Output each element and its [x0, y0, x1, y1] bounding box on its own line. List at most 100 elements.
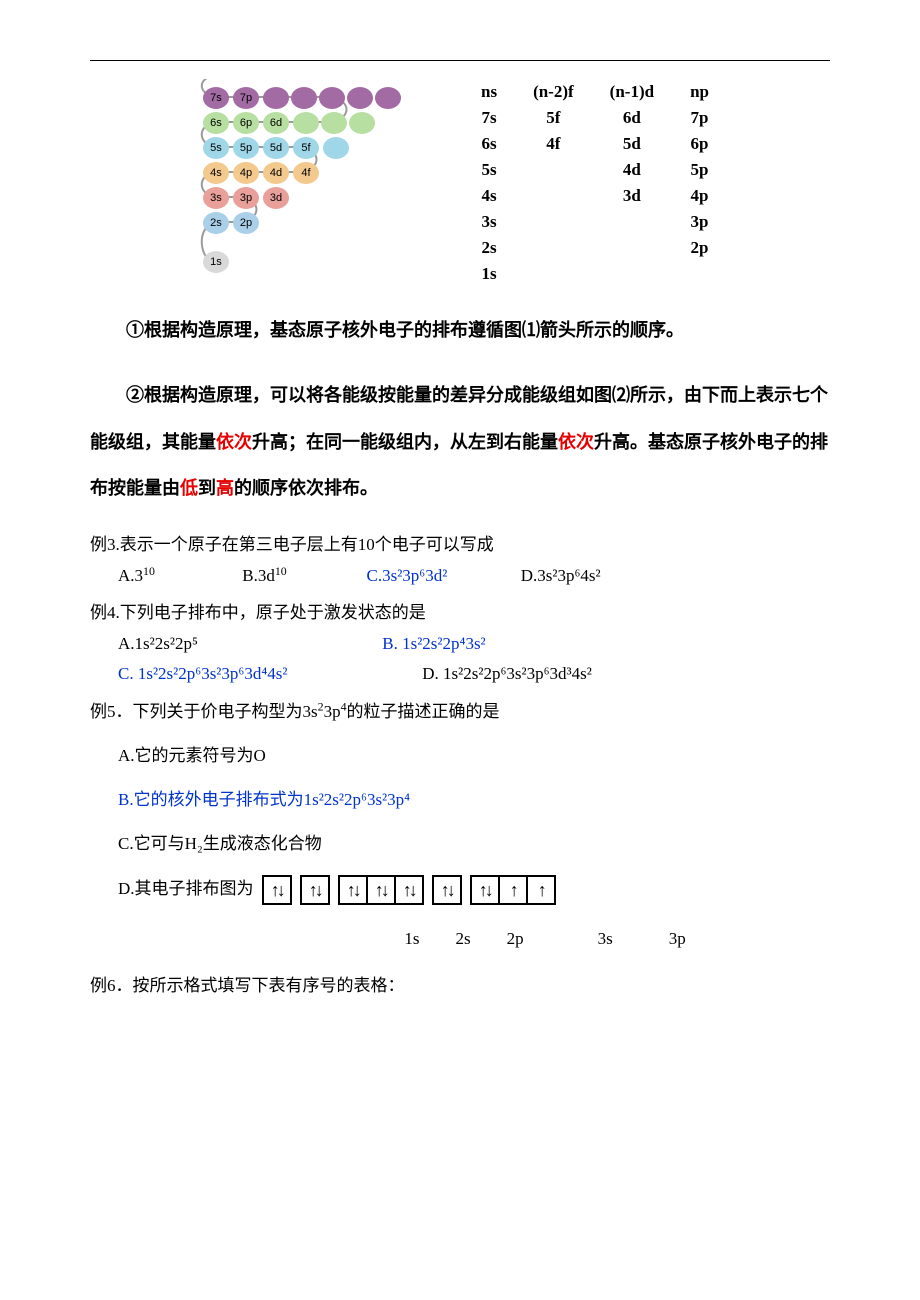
- orbital-1s: 1s: [203, 251, 229, 273]
- orbital-box: ↑: [526, 875, 556, 905]
- orbital-diagram: ↑↓↑↓↑↓↑↓↑↓↑↓↑↓↑↑: [262, 875, 556, 905]
- exercise-5: 例5．下列关于价电子构型为3s23p4的粒子描述正确的是 A.它的元素符号为O …: [90, 690, 830, 961]
- et-cell: 5f: [515, 105, 592, 131]
- ex3-opt-d: D. 3s²3p⁶4s²: [521, 561, 671, 592]
- orbital-blank: [291, 87, 317, 109]
- energy-level-table: ns(n-2)f(n-1)dnp 7s5f6d7p6s4f5d6p5s4d5p4…: [463, 79, 727, 287]
- orbital-labels: 1s 2s 2p 3s 3p: [90, 917, 830, 961]
- orbital-label-2s: 2s: [455, 917, 470, 961]
- orbital-box: ↑↓: [470, 875, 500, 905]
- orbital-blank: [347, 87, 373, 109]
- ex4-options: A.1s²2s²2p⁵ B. 1s²2s²2p⁴3s² C. 1s²2s²2p⁶…: [90, 629, 830, 690]
- orbital-5s: 5s: [203, 137, 229, 159]
- et-cell: [515, 183, 592, 209]
- et-cell: 4s: [463, 183, 515, 209]
- et-cell: 4d: [592, 157, 672, 183]
- orbital-blank: [349, 112, 375, 134]
- orbital-blank: [375, 87, 401, 109]
- orbital-3d: 3d: [263, 187, 289, 209]
- et-cell: [592, 209, 672, 235]
- orbital-blank: [323, 137, 349, 159]
- orbital-2p: 2p: [233, 212, 259, 234]
- et-header: (n-2)f: [515, 79, 592, 105]
- orbital-6d: 6d: [263, 112, 289, 134]
- et-cell: [515, 235, 592, 261]
- orbital-3p: 3p: [233, 187, 259, 209]
- et-header: ns: [463, 79, 515, 105]
- et-header: np: [672, 79, 727, 105]
- ex3-options: A.310 B.3d10 C.3s²3p⁶3d² D. 3s²3p⁶4s²: [90, 561, 830, 592]
- orbital-6p: 6p: [233, 112, 259, 134]
- orbital-label-1s: 1s: [404, 917, 419, 961]
- ex4-opt-b: B. 1s²2s²2p⁴3s²: [382, 629, 485, 660]
- ex3-opt-a: A.310: [118, 561, 238, 592]
- exercise-6: 例6．按所示格式填写下表有序号的表格：: [90, 971, 830, 1002]
- ex4-opt-c: C. 1s²2s²2p⁶3s²3p⁶3d⁴4s²: [118, 659, 418, 690]
- orbital-box: ↑↓: [338, 875, 368, 905]
- et-cell: 2s: [463, 235, 515, 261]
- et-cell: [515, 261, 592, 287]
- ex3-opt-b: B.3d10: [242, 561, 362, 592]
- document-page: 7s7p6s6p6d5s5p5d5f4s4p4d4f3s3p3d2s2p1s n…: [0, 0, 920, 1042]
- et-cell: 1s: [463, 261, 515, 287]
- ex5-opt-a: A.它的元素符号为O: [90, 734, 830, 778]
- et-cell: 4p: [672, 183, 727, 209]
- et-header: (n-1)d: [592, 79, 672, 105]
- et-cell: [592, 261, 672, 287]
- ex3-stem: 例3.表示一个原子在第三电子层上有10个电子可以写成: [90, 530, 830, 561]
- orbital-label-3p: 3p: [669, 917, 686, 961]
- orbital-5p: 5p: [233, 137, 259, 159]
- orbital-4d: 4d: [263, 162, 289, 184]
- et-cell: 2p: [672, 235, 727, 261]
- orbital-5d: 5d: [263, 137, 289, 159]
- orbital-4s: 4s: [203, 162, 229, 184]
- orbital-box: ↑↓: [300, 875, 330, 905]
- orbital-blank: [293, 112, 319, 134]
- orbital-blank: [319, 87, 345, 109]
- ex5-opt-d: D.其电子排布图为 ↑↓↑↓↑↓↑↓↑↓↑↓↑↓↑↑: [90, 867, 830, 911]
- et-cell: [515, 209, 592, 235]
- orbital-box: ↑↓: [366, 875, 396, 905]
- ex4-opt-d: D. 1s²2s²2p⁶3s²3p⁶3d³4s²: [422, 659, 592, 690]
- et-cell: 5s: [463, 157, 515, 183]
- et-cell: [672, 261, 727, 287]
- et-cell: 5d: [592, 131, 672, 157]
- et-cell: 3d: [592, 183, 672, 209]
- orbital-4p: 4p: [233, 162, 259, 184]
- paragraph-1: ①根据构造原理，基态原子核外电子的排布遵循图⑴箭头所示的顺序。: [90, 307, 830, 354]
- orbital-label-3s: 3s: [598, 917, 613, 961]
- orbital-label-2p: 2p: [507, 917, 524, 961]
- paragraph-2: ②根据构造原理，可以将各能级按能量的差异分成能级组如图⑵所示，由下而上表示七个能…: [90, 372, 830, 512]
- et-cell: 4f: [515, 131, 592, 157]
- orbital-box: ↑↓: [262, 875, 292, 905]
- orbital-7p: 7p: [233, 87, 259, 109]
- orbital-4f: 4f: [293, 162, 319, 184]
- aufbau-diagram: 7s7p6s6p6d 5s5p5d5f 4s4p4d4f 3s3p3d 2s2p1s: [193, 79, 423, 284]
- ex4-stem: 例4.下列电子排布中，原子处于激发状态的是: [90, 598, 830, 629]
- et-cell: 6p: [672, 131, 727, 157]
- ex3-opt-c: C.3s²3p⁶3d²: [367, 561, 517, 592]
- et-cell: 5p: [672, 157, 727, 183]
- et-cell: [592, 235, 672, 261]
- et-cell: [515, 157, 592, 183]
- ex5-opt-c: C.它可与H₂生成液态化合物: [90, 822, 830, 866]
- orbital-6s: 6s: [203, 112, 229, 134]
- orbital-box: ↑↓: [432, 875, 462, 905]
- orbital-3s: 3s: [203, 187, 229, 209]
- et-cell: 3p: [672, 209, 727, 235]
- exercise-3: 例3.表示一个原子在第三电子层上有10个电子可以写成 A.310 B.3d10 …: [90, 530, 830, 592]
- orbital-blank: [321, 112, 347, 134]
- et-cell: 6s: [463, 131, 515, 157]
- et-cell: 3s: [463, 209, 515, 235]
- exercise-4: 例4.下列电子排布中，原子处于激发状态的是 A.1s²2s²2p⁵ B. 1s²…: [90, 598, 830, 690]
- orbital-7s: 7s: [203, 87, 229, 109]
- orbital-box: ↑: [498, 875, 528, 905]
- orbital-5f: 5f: [293, 137, 319, 159]
- orbital-2s: 2s: [203, 212, 229, 234]
- figure-area: 7s7p6s6p6d5s5p5d5f4s4p4d4f3s3p3d2s2p1s n…: [90, 79, 830, 287]
- top-rule: [90, 60, 830, 61]
- orbital-box: ↑↓: [394, 875, 424, 905]
- et-cell: 7s: [463, 105, 515, 131]
- et-cell: 7p: [672, 105, 727, 131]
- et-cell: 6d: [592, 105, 672, 131]
